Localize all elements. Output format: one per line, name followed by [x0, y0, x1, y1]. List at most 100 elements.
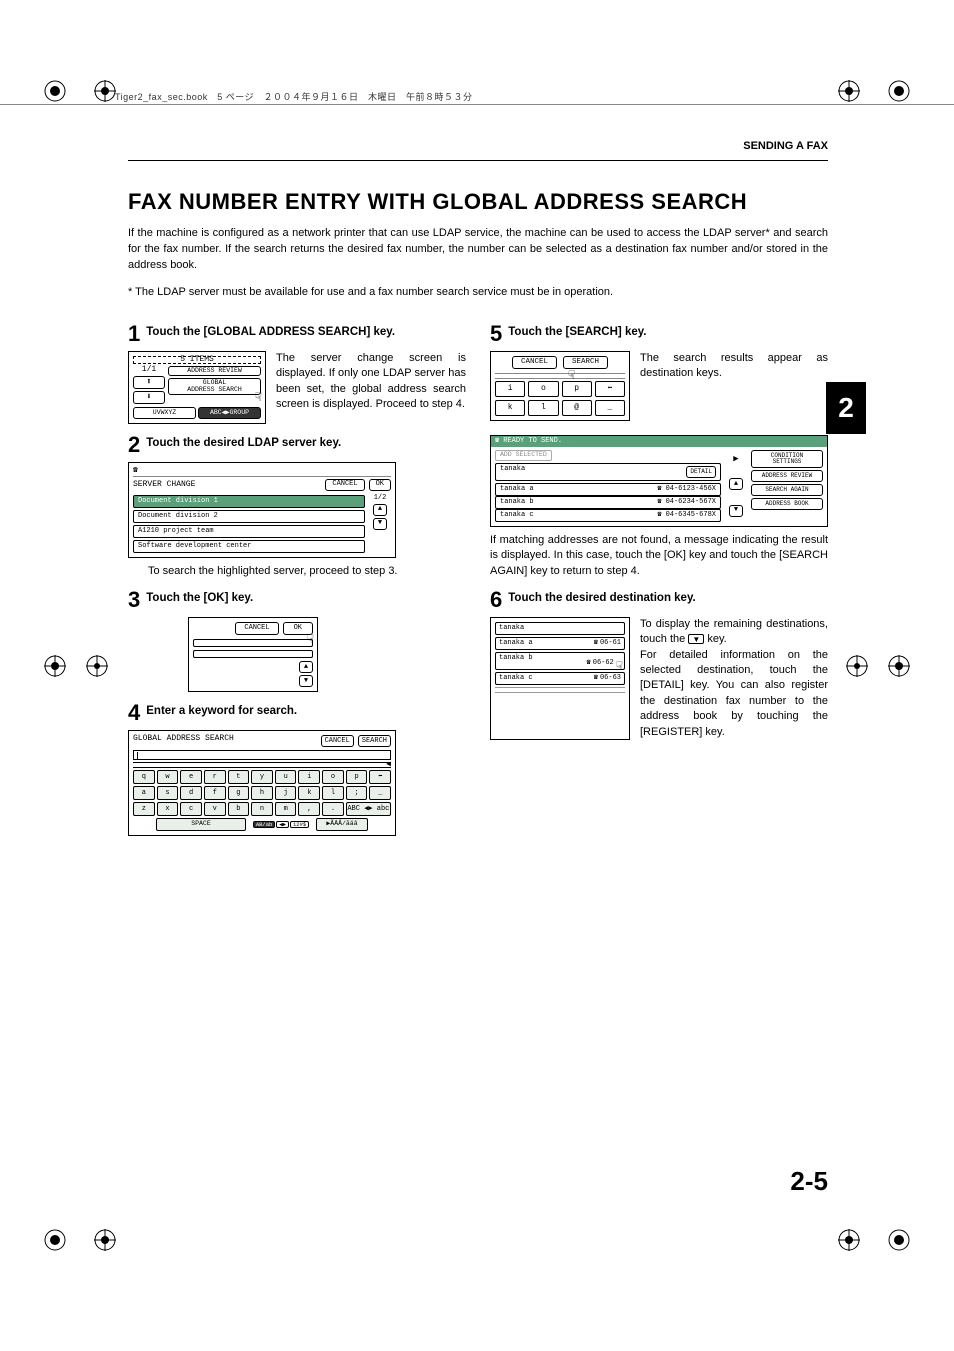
key[interactable]: i [495, 381, 525, 397]
page-up-icon[interactable]: ▲ [373, 504, 387, 516]
side-button[interactable]: SEARCH AGAIN [751, 484, 823, 496]
key[interactable]: o [528, 381, 558, 397]
key[interactable]: x [157, 802, 179, 816]
key[interactable]: s [157, 786, 179, 800]
key[interactable]: l [528, 400, 558, 416]
key[interactable]: h [251, 786, 273, 800]
detail-button[interactable]: DETAIL [686, 466, 716, 478]
intro-p1: If the machine is configured as a networ… [128, 226, 828, 274]
side-button[interactable]: ADDRESS REVIEW [751, 470, 823, 482]
up-icon[interactable]: ⬆ [133, 376, 165, 389]
dest-row[interactable]: tanaka b06-62☟ [495, 652, 625, 670]
ok-button[interactable]: OK ☟ [283, 622, 313, 635]
result-row[interactable]: tanaka c04-6345-678X [495, 509, 721, 522]
result-row[interactable]: tanaka b04-6234-567X [495, 496, 721, 509]
key[interactable]: r [204, 770, 226, 784]
p1-count: 1/1 [133, 366, 165, 374]
global-line2: ADDRESS SEARCH [187, 386, 242, 393]
key[interactable]: n [251, 802, 273, 816]
key[interactable]: d [180, 786, 202, 800]
query-row: tanaka [495, 622, 625, 635]
key[interactable]: a [133, 786, 155, 800]
key[interactable]: o [322, 770, 344, 784]
address-review-button[interactable]: ADDRESS REVIEW [168, 366, 261, 377]
server-row[interactable]: Document division 2 [133, 510, 365, 523]
cancel-button[interactable]: CANCEL [235, 622, 278, 635]
step2-text: To search the highlighted server, procee… [128, 564, 466, 579]
key[interactable]: w [157, 770, 179, 784]
tab-abc[interactable]: ABC ◀▶ GROUP [198, 407, 261, 419]
key[interactable]: l [322, 786, 344, 800]
key[interactable]: . [322, 802, 344, 816]
key[interactable]: q [133, 770, 155, 784]
key[interactable]: j [275, 786, 297, 800]
dest-row[interactable]: tanaka c06-63 [495, 672, 625, 685]
crop-mark [44, 80, 66, 102]
global-address-search-button[interactable]: GLOBAL ADDRESS SEARCH ☟ [168, 378, 261, 395]
tab-uvw[interactable]: UVWXYZ [133, 407, 196, 419]
search-button[interactable]: SEARCH [358, 735, 391, 747]
key[interactable]: ⬅ [369, 770, 391, 784]
key[interactable]: ; [346, 786, 368, 800]
server-row[interactable]: A1210 project team [133, 525, 365, 538]
step6-title: Touch the desired destination key. [508, 591, 695, 606]
chapter-tab: 2 [826, 382, 866, 434]
cancel-button[interactable]: CANCEL [321, 735, 354, 747]
page-down-icon[interactable]: ▼ [373, 518, 387, 530]
add-selected-button[interactable]: ADD SELECTED [495, 450, 552, 461]
accent-toggle[interactable]: ▶ ÃÄÂ/ãäâ [316, 818, 368, 831]
page-up-icon[interactable]: ▲ [299, 661, 313, 673]
side-button[interactable]: ADDRESS BOOK [751, 498, 823, 510]
key[interactable]: k [495, 400, 525, 416]
search-input[interactable] [133, 750, 391, 760]
search-button[interactable]: SEARCH ☟ [563, 356, 608, 370]
down-icon[interactable]: ⬇ [133, 391, 165, 404]
key[interactable]: e [180, 770, 202, 784]
key[interactable]: y [251, 770, 273, 784]
results-text: If matching addresses are not found, a m… [490, 533, 828, 579]
result-row[interactable]: tanaka a04-6123-456X [495, 483, 721, 496]
page-down-icon[interactable]: ▼ [299, 675, 313, 687]
page-up-icon[interactable]: ▲ [729, 478, 743, 490]
cancel-button[interactable]: CANCEL [512, 356, 557, 370]
key[interactable]: m [275, 802, 297, 816]
step2-panel: ☎ SERVER CHANGE CANCEL OK Document divis… [128, 462, 396, 558]
key[interactable]: p [562, 381, 592, 397]
server-row[interactable]: Software development center [133, 540, 365, 553]
query-text: tanaka [500, 466, 525, 478]
step1-text: The server change screen is displayed. I… [276, 351, 466, 424]
server-row[interactable]: Document division 1 [133, 495, 365, 508]
key[interactable]: c [180, 802, 202, 816]
key[interactable]: ⬅ [595, 381, 625, 397]
key[interactable]: u [275, 770, 297, 784]
step6-panel: tanaka tanaka a06-61 tanaka b06-62☟ tanaka… [490, 617, 630, 740]
page-down-icon[interactable]: ▼ [729, 505, 743, 517]
key[interactable]: ABC ◀▶ abc [346, 802, 391, 816]
dest-row[interactable]: tanaka a06-61 [495, 637, 625, 650]
crop-mark [44, 655, 66, 677]
p1-top: 5 ITEMS [133, 356, 261, 364]
crop-mark [888, 1229, 910, 1251]
key[interactable]: _ [595, 400, 625, 416]
space-key[interactable]: SPACE [156, 818, 246, 831]
key[interactable]: f [204, 786, 226, 800]
key[interactable]: z [133, 802, 155, 816]
key[interactable]: b [228, 802, 250, 816]
intro-p2: * The LDAP server must be available for … [128, 285, 828, 301]
p2-label: SERVER CHANGE [133, 481, 195, 489]
key[interactable]: _ [369, 786, 391, 800]
key[interactable]: g [228, 786, 250, 800]
key[interactable]: @ [562, 400, 592, 416]
ok-button[interactable]: OK [369, 479, 391, 491]
mode-toggle[interactable]: AB/ab◀▶12#$ [248, 818, 314, 831]
key[interactable]: , [298, 802, 320, 816]
key[interactable]: v [204, 802, 226, 816]
cancel-button[interactable]: CANCEL [325, 479, 364, 491]
down-key-icon: ▼ [688, 634, 704, 644]
side-button[interactable]: CONDITION SETTINGS [751, 450, 823, 468]
key[interactable]: k [298, 786, 320, 800]
step1-title: Touch the [GLOBAL ADDRESS SEARCH] key. [146, 325, 395, 340]
key[interactable]: i [298, 770, 320, 784]
key[interactable]: p [346, 770, 368, 784]
key[interactable]: t [228, 770, 250, 784]
